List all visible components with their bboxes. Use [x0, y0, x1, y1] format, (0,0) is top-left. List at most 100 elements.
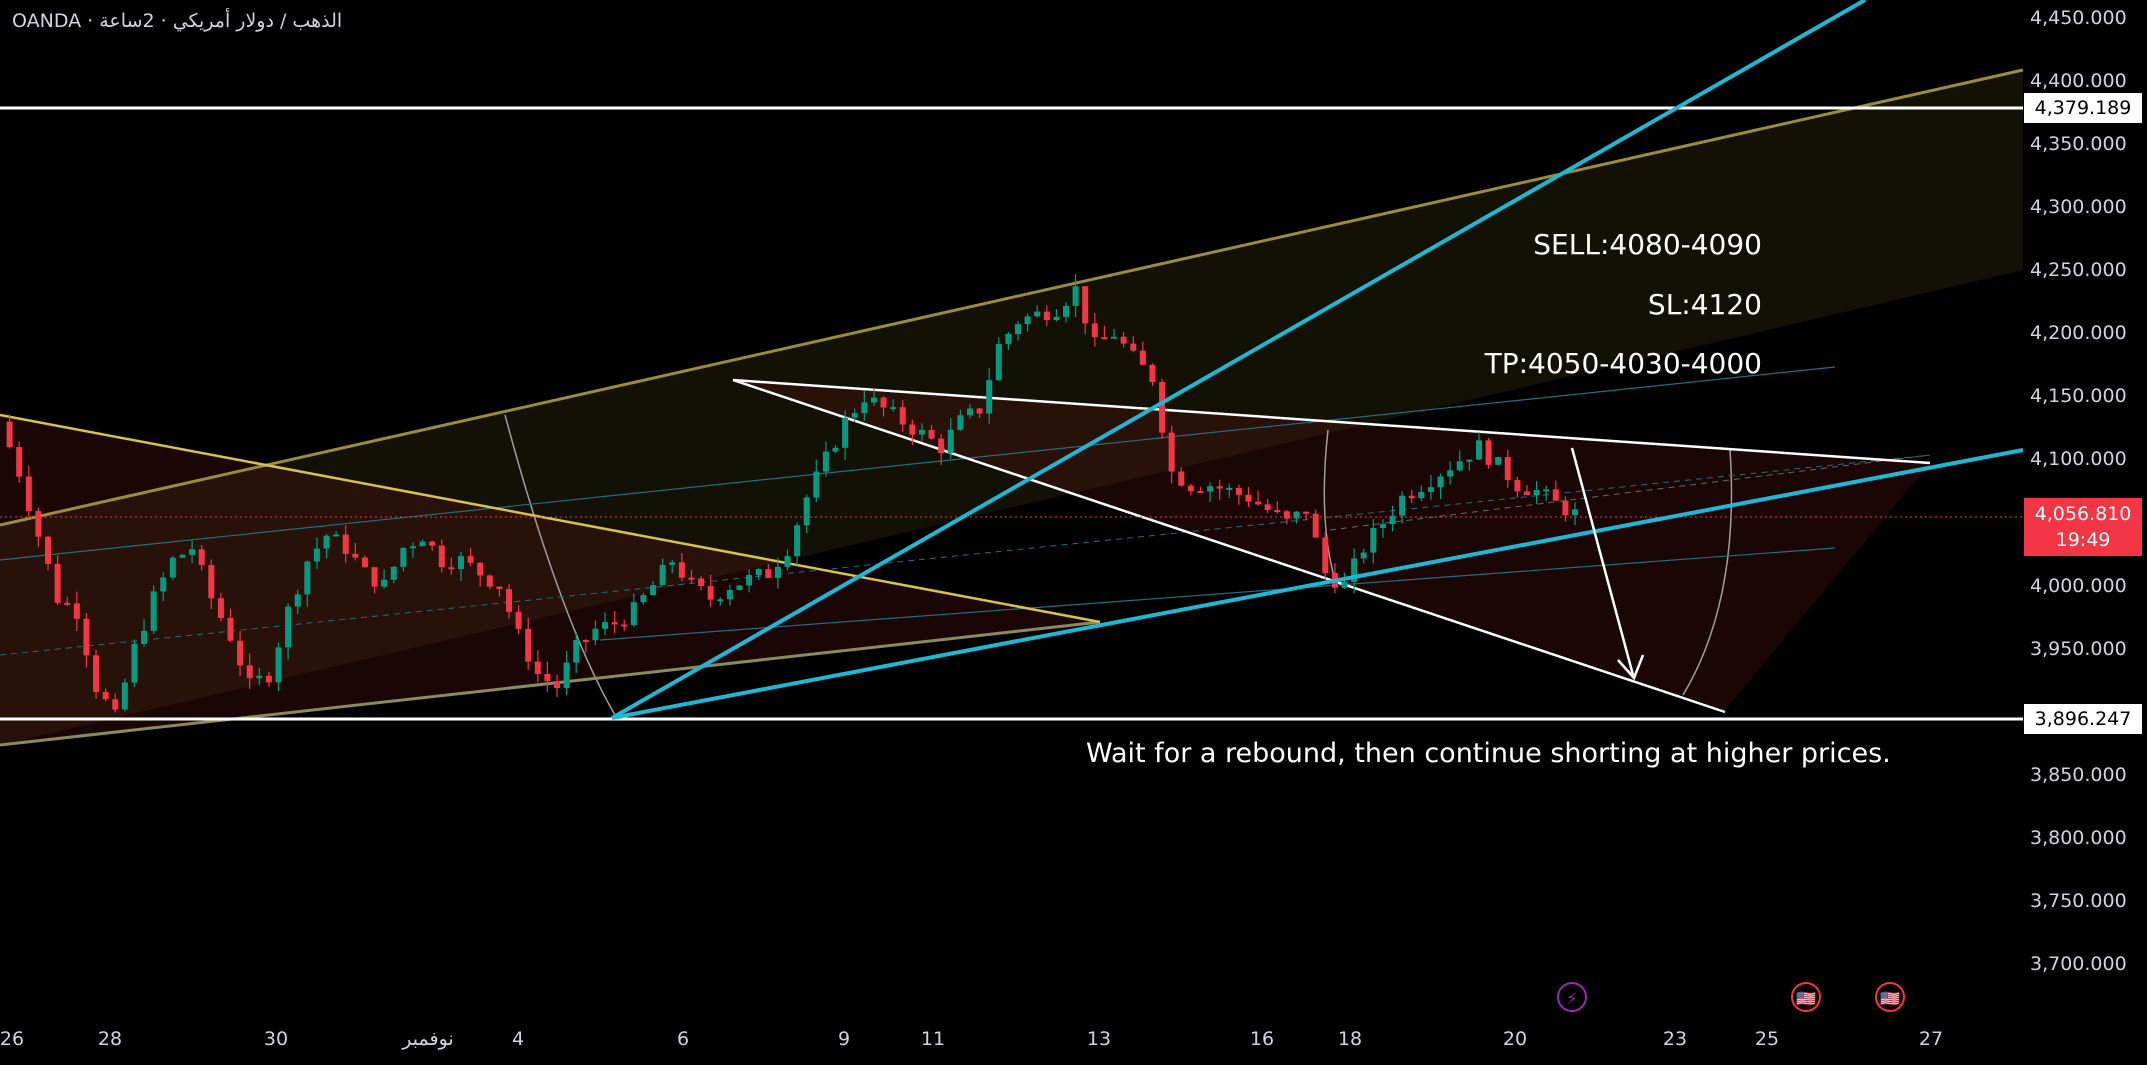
candle-body — [525, 628, 532, 662]
candle-body — [842, 417, 849, 448]
candle-body — [208, 564, 215, 599]
candle-body — [1245, 494, 1252, 502]
us-flag-icon[interactable]: 🇺🇸 — [1875, 982, 1905, 1012]
candle-body — [1034, 311, 1041, 317]
candle-body — [1514, 480, 1521, 492]
white-triangle-fill — [733, 380, 1930, 710]
faint-channel-line-2 — [599, 547, 1836, 641]
candle-body — [717, 599, 724, 602]
candle-body — [851, 412, 858, 418]
candle-body — [371, 567, 378, 587]
candle-body — [861, 402, 868, 413]
candle-body — [592, 628, 599, 641]
candle-body — [669, 562, 676, 565]
candle-body — [938, 438, 945, 454]
candle-body — [35, 511, 42, 537]
candle-body — [1024, 316, 1031, 325]
candle-body — [1005, 333, 1012, 344]
time-tick-label: 26 — [0, 1028, 25, 1050]
candle-body — [246, 665, 253, 679]
candle-body — [1283, 511, 1290, 519]
candle-body — [1303, 511, 1310, 514]
candle-body — [1168, 432, 1175, 472]
stop-loss-annotation: SL:4120 — [1647, 288, 1762, 321]
candle-body — [217, 598, 224, 619]
candle-body — [237, 640, 244, 666]
candle-body — [1504, 456, 1511, 481]
us-flag-icon[interactable]: 🇺🇸 — [1791, 982, 1821, 1012]
time-tick-label: 11 — [920, 1028, 946, 1050]
candle-body — [1360, 552, 1367, 559]
candle-body — [381, 579, 388, 587]
candle-body — [285, 606, 292, 648]
time-tick-label: 9 — [837, 1028, 851, 1050]
candle-body — [1523, 491, 1530, 496]
candle-body — [1447, 470, 1454, 477]
candle-body — [688, 577, 695, 580]
candle-body — [784, 556, 791, 567]
candle-body — [169, 557, 176, 578]
candle-body — [1485, 440, 1492, 465]
candle-body — [1226, 487, 1233, 490]
candle-body — [1418, 491, 1425, 499]
candle-body — [1159, 381, 1166, 433]
price-tick-label: 4,150.000 — [2030, 385, 2127, 408]
resistance-level-label: 4,379.189 — [2024, 93, 2142, 123]
symbol-header[interactable]: OANDA · الذهب / دولار أمريكي · 2ساعة — [12, 10, 343, 32]
candle-body — [265, 675, 272, 683]
candle-body — [1043, 311, 1050, 321]
candle-body — [1379, 524, 1386, 528]
candle-body — [515, 611, 522, 629]
candle-body — [918, 429, 925, 435]
candle-body — [1053, 316, 1060, 321]
time-tick-label: 27 — [1918, 1028, 1944, 1050]
candle-body — [1082, 286, 1089, 324]
candle-body — [1197, 490, 1204, 493]
candle-body — [1130, 343, 1137, 351]
candle-body — [832, 447, 839, 452]
price-tick-label: 3,850.000 — [2030, 763, 2127, 786]
candle-body — [1235, 487, 1242, 495]
cyan-rising-trendline — [611, 448, 2024, 720]
candle-body — [93, 655, 100, 692]
candle-body — [534, 661, 541, 674]
candle-body — [1389, 515, 1396, 525]
price-tick-label: 4,000.000 — [2030, 574, 2127, 597]
candle-body — [1322, 537, 1329, 574]
olive-lower-line — [0, 620, 1101, 747]
candle-body — [45, 536, 52, 564]
price-tick-label: 3,800.000 — [2030, 826, 2127, 849]
candle-body — [448, 567, 455, 570]
candle-body — [467, 556, 474, 563]
candle-body — [294, 594, 301, 607]
candle-body — [1207, 486, 1214, 492]
candle-body — [160, 577, 167, 592]
candle-body — [400, 547, 407, 567]
price-tick-label: 3,700.000 — [2030, 953, 2127, 975]
time-tick-label: 18 — [1337, 1028, 1363, 1050]
candle-body — [1437, 476, 1444, 488]
olive-upper-line — [0, 68, 2024, 527]
time-tick-label: 16 — [1249, 1028, 1275, 1050]
candle-body — [1187, 485, 1194, 491]
support-level-label: 3,896.247 — [2024, 704, 2142, 734]
curve-arc-right-2 — [1682, 449, 1733, 696]
candle-body — [726, 590, 733, 600]
time-tick-label: 25 — [1754, 1028, 1780, 1050]
time-tick-label: 20 — [1502, 1028, 1528, 1050]
time-tick-label: 6 — [676, 1028, 690, 1050]
candle-body — [1370, 527, 1377, 553]
candle-body — [1216, 486, 1223, 489]
candle-body — [25, 476, 32, 512]
candle-body — [1014, 324, 1021, 334]
price-tick-label: 4,300.000 — [2030, 196, 2127, 219]
candle-body — [486, 575, 493, 587]
price-tick-label: 3,950.000 — [2030, 637, 2127, 660]
candle-body — [640, 595, 647, 603]
candle-body — [189, 549, 196, 555]
candle-body — [1543, 489, 1550, 492]
lightning-icon[interactable]: ⚡ — [1557, 982, 1587, 1012]
candle-body — [899, 407, 906, 425]
yellow-falling-line — [0, 413, 1101, 624]
